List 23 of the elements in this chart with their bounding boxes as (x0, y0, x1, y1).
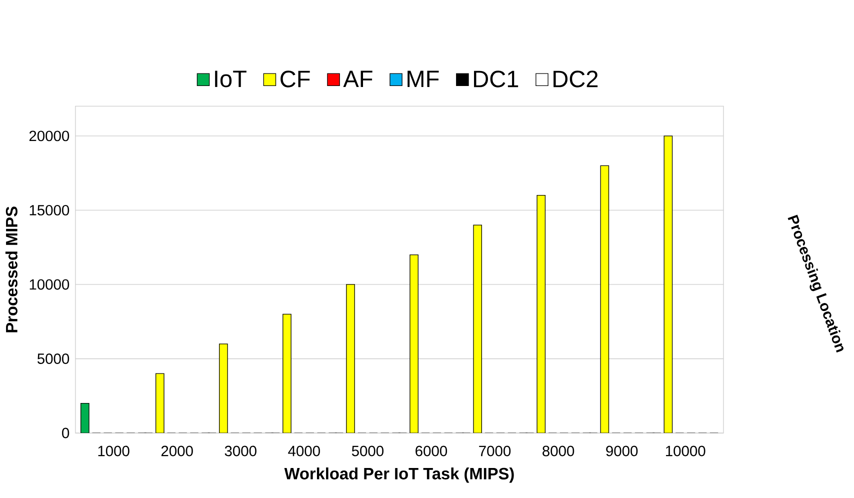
x-tick-label: 2000 (161, 446, 193, 456)
legend-label: DC2 (554, 70, 598, 88)
x-tick-label: 10000 (666, 446, 706, 456)
x-tick-label: 4000 (288, 446, 320, 456)
x-tick-label: 3000 (224, 446, 256, 456)
x-tick-label: 9000 (606, 446, 638, 456)
legend-label: CF (280, 70, 310, 88)
legend-label: AF (343, 70, 372, 87)
y-tick-label: 5000 (37, 353, 70, 364)
x-tick-label: 6000 (416, 446, 448, 456)
x-tick-label: 5000 (352, 446, 384, 456)
x-axis-title: Workload Per IoT Task (MIPS) (284, 467, 514, 483)
x-tick-label: 8000 (542, 446, 574, 456)
y-axis-title: Processed MIPS (5, 206, 18, 332)
legend-label: MF (408, 70, 439, 87)
x-tick-label: 1000 (98, 446, 130, 456)
y-tick-label: 0 (62, 428, 70, 438)
legend-label: DC1 (474, 70, 518, 88)
legend-label: IoT (215, 70, 246, 88)
y-tick-label: 15000 (30, 204, 70, 216)
y-tick-label: 20000 (29, 130, 70, 142)
x-tick-label: 7000 (479, 446, 511, 456)
y-tick-label: 10000 (30, 279, 70, 290)
